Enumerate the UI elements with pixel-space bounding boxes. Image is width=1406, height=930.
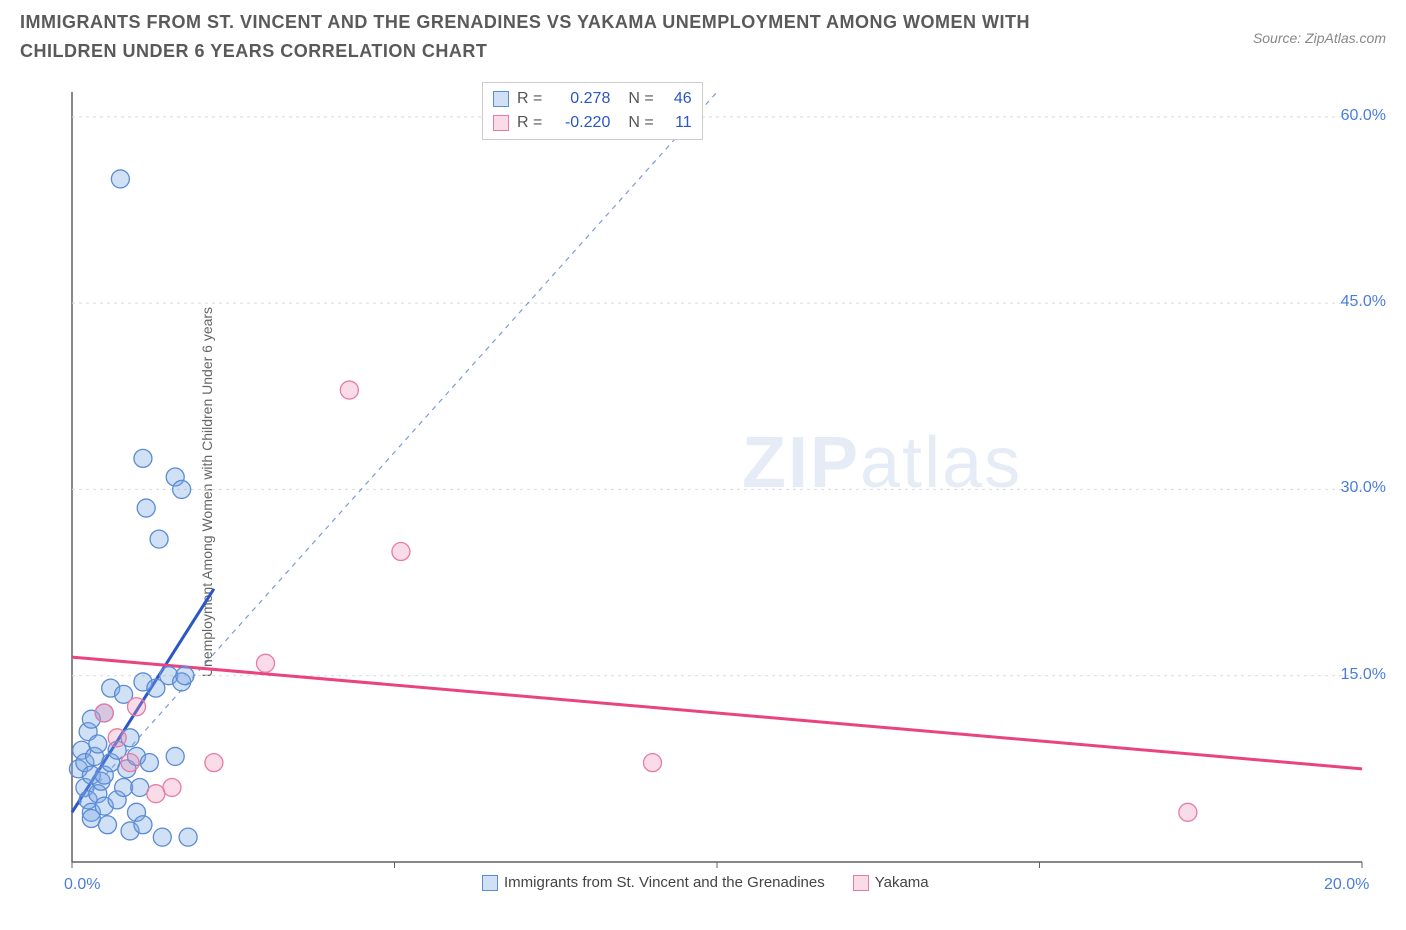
legend-item: Yakama: [853, 874, 929, 891]
plot-area: Unemployment Among Women with Children U…: [62, 82, 1392, 902]
scatter-plot-svg: [62, 82, 1372, 882]
header: IMMIGRANTS FROM ST. VINCENT AND THE GREN…: [0, 0, 1406, 66]
legend-stats-box: R = 0.278 N = 46 R = -0.220 N = 11: [482, 82, 703, 140]
legend-item: Immigrants from St. Vincent and the Gren…: [482, 874, 825, 891]
legend-label: Yakama: [875, 874, 929, 891]
legend-swatch: [493, 115, 509, 131]
legend-stat-row: R = -0.220 N = 11: [493, 111, 692, 135]
legend-swatch: [482, 875, 498, 891]
y-tick-label: 15.0%: [1341, 666, 1386, 684]
r-value: 0.278: [550, 87, 610, 111]
source-label: Source: ZipAtlas.com: [1253, 30, 1386, 46]
chart-title: IMMIGRANTS FROM ST. VINCENT AND THE GREN…: [20, 8, 1120, 66]
legend-swatch: [853, 875, 869, 891]
r-label: R =: [517, 87, 542, 111]
legend-swatch: [493, 91, 509, 107]
legend-label: Immigrants from St. Vincent and the Gren…: [504, 874, 825, 891]
legend-bottom: Immigrants from St. Vincent and the Gren…: [482, 874, 929, 891]
r-value: -0.220: [550, 111, 610, 135]
n-value: 11: [662, 111, 692, 135]
n-label: N =: [628, 111, 653, 135]
n-value: 46: [662, 87, 692, 111]
y-tick-label: 60.0%: [1341, 107, 1386, 125]
legend-stat-row: R = 0.278 N = 46: [493, 87, 692, 111]
r-label: R =: [517, 111, 542, 135]
y-tick-label: 30.0%: [1341, 479, 1386, 497]
x-tick-label: 20.0%: [1324, 876, 1369, 894]
x-tick-label: 0.0%: [64, 876, 100, 894]
n-label: N =: [628, 87, 653, 111]
y-tick-label: 45.0%: [1341, 293, 1386, 311]
